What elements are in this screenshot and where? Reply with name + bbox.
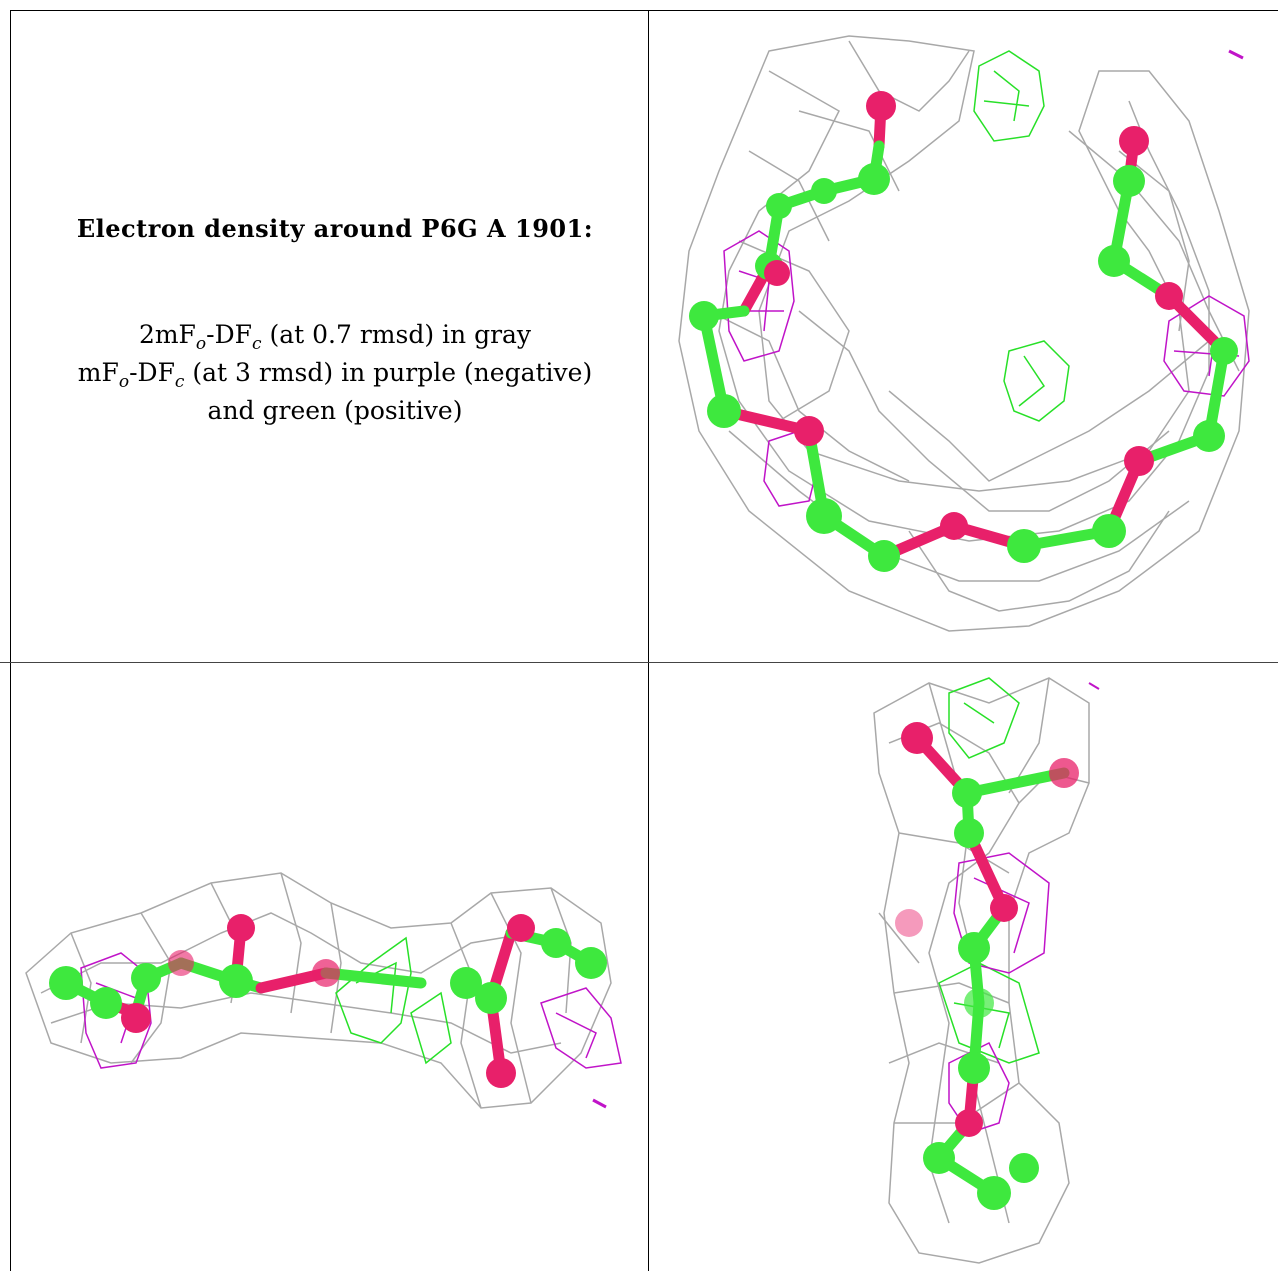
carbon-atom — [977, 1176, 1011, 1210]
carbon-atom — [131, 963, 161, 993]
oxygen-atom — [1049, 758, 1079, 788]
oxygen-atom — [866, 91, 896, 121]
stray-negative-mark — [1088, 682, 1100, 690]
caption-cell: Electron density around P6G A 1901: 2mFo… — [11, 11, 648, 662]
caption-line2-post: (at 3 rmsd) in purple (negative) — [184, 358, 593, 387]
oxygen-atom — [955, 1109, 983, 1137]
carbon-atom — [868, 540, 900, 572]
oxygen-atom — [227, 914, 255, 942]
top-border — [10, 10, 648, 11]
carbon-atom — [958, 932, 990, 964]
caption-line1-post: (at 0.7 rmsd) in gray — [261, 320, 532, 349]
carbon-atom — [806, 498, 842, 534]
oxygen-atom — [940, 512, 968, 540]
carbon-atom — [811, 178, 837, 204]
carbon-atom — [689, 301, 719, 331]
caption-title: Electron density around P6G A 1901: — [76, 214, 594, 243]
oxygen-atom — [168, 950, 194, 976]
caption-line-fofc: mFo-DFc (at 3 rmsd) in purple (negative) — [11, 358, 648, 392]
carbon-atom — [450, 967, 482, 999]
caption-line1-sub-o: o — [195, 334, 207, 354]
density-render-bottom-left — [25, 872, 622, 1109]
carbon-atom — [1092, 514, 1126, 548]
molecule-bonds — [60, 922, 597, 1079]
carbon-atom — [575, 947, 607, 979]
carbon-atom — [766, 193, 792, 219]
stray-negative-mark — [1228, 49, 1244, 60]
carbon-atom — [858, 163, 890, 195]
oxygen-atom — [895, 909, 923, 937]
density-render-top-right — [678, 35, 1250, 632]
molecule-atoms — [689, 91, 1238, 572]
caption-line2-sub-c: c — [174, 372, 185, 392]
carbon-atom — [952, 778, 982, 808]
carbon-atom — [958, 1052, 990, 1084]
caption: Electron density around P6G A 1901: 2mFo… — [11, 11, 648, 662]
oxygen-atom — [764, 260, 790, 286]
oxygen-atom — [794, 416, 824, 446]
view-bottom-right — [649, 663, 1278, 1271]
carbon-atom — [964, 988, 994, 1018]
oxygen-atom — [1119, 126, 1149, 156]
caption-line2-mid: -DF — [129, 358, 175, 387]
carbon-atom — [219, 964, 253, 998]
oxygen-atom — [901, 722, 933, 754]
mesh-2fofc — [678, 35, 1250, 632]
carbon-atom — [954, 818, 984, 848]
carbon-atom — [49, 966, 83, 1000]
molecule-atoms — [49, 914, 607, 1088]
caption-line1-pre: 2mF — [138, 320, 196, 349]
carbon-atom — [1098, 245, 1130, 277]
caption-line1-sub-c: c — [252, 334, 262, 354]
carbon-atom — [923, 1142, 955, 1174]
caption-line-positive: and green (positive) — [207, 396, 463, 425]
view-top-right — [649, 11, 1278, 662]
oxygen-atom — [1124, 446, 1154, 476]
center-divider — [648, 10, 649, 1271]
oxygen-atom — [990, 894, 1018, 922]
caption-line-2fofc: 2mFo-DFc (at 0.7 rmsd) in gray — [11, 320, 648, 354]
left-border — [10, 10, 11, 1271]
caption-line1-mid: -DF — [206, 320, 252, 349]
carbon-atom — [541, 928, 571, 958]
oxygen-atom — [1155, 282, 1183, 310]
carbon-atom — [1113, 165, 1145, 197]
molecule-bonds — [911, 732, 1070, 1199]
carbon-atom — [475, 982, 507, 1014]
oxygen-atom — [312, 959, 340, 987]
mesh-negative — [723, 230, 1250, 507]
stray-negative-mark — [592, 1098, 607, 1109]
carbon-atom — [90, 987, 122, 1019]
oxygen-atom — [507, 914, 535, 942]
carbon-atom — [707, 394, 741, 428]
carbon-atom — [1009, 1153, 1039, 1183]
density-render-bottom-right — [873, 677, 1100, 1264]
mesh-positive — [335, 936, 452, 1065]
carbon-atom — [1193, 420, 1225, 452]
caption-line2-sub-o: o — [118, 372, 130, 392]
molecule-atoms — [895, 722, 1079, 1210]
carbon-atom — [1210, 337, 1238, 365]
oxygen-atom — [486, 1058, 516, 1088]
oxygen-atom — [121, 1003, 151, 1033]
caption-line2-pre: mF — [77, 358, 119, 387]
top-border-right — [648, 10, 1278, 11]
mesh-positive — [973, 50, 1070, 422]
view-bottom-left — [11, 663, 648, 1271]
carbon-atom — [1007, 529, 1041, 563]
middle-divider — [0, 662, 1278, 663]
